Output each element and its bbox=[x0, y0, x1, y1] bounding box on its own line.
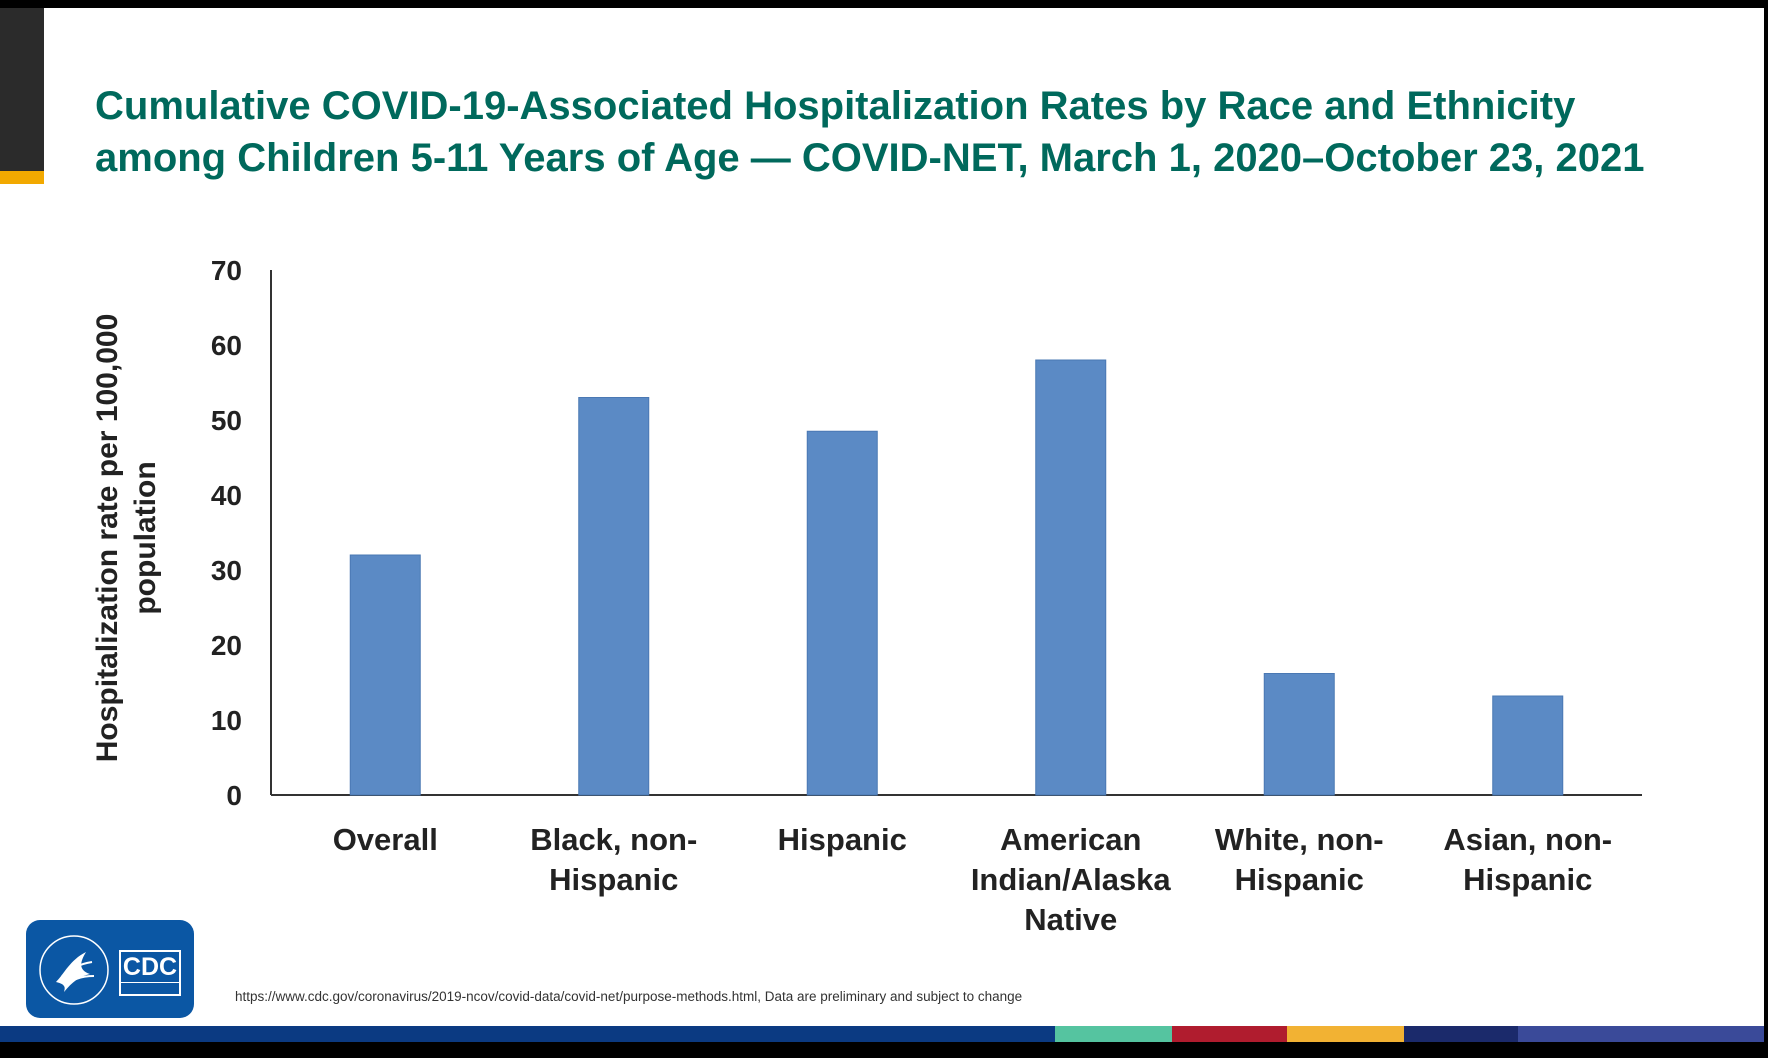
footer-stripe-segment bbox=[1287, 1026, 1404, 1042]
x-tick-label: Hispanic bbox=[1463, 862, 1592, 897]
x-category-label: Asian, non- Hispanic bbox=[1443, 822, 1612, 897]
bar bbox=[349, 554, 421, 796]
y-tick-label: 40 bbox=[211, 480, 242, 511]
x-tick-label: Overall bbox=[333, 822, 438, 857]
y-tick-label: 0 bbox=[226, 780, 242, 811]
y-axis-label-line: Hospitalization rate per 100,000 bbox=[91, 314, 124, 763]
y-tick-label: 60 bbox=[211, 330, 242, 361]
x-tick-label: Hispanic bbox=[778, 822, 907, 857]
x-category-label: Hispanic bbox=[778, 822, 907, 857]
x-tick-label: Black, non- bbox=[530, 822, 697, 857]
footer-stripe-segment bbox=[1518, 1026, 1764, 1042]
hhs-eagle-icon bbox=[39, 935, 109, 1005]
x-category-label: American Indian/Alaska Native bbox=[971, 822, 1172, 937]
chart-title-line-2: among Children 5-11 Years of Age — COVID… bbox=[95, 136, 1645, 180]
left-accent-bar bbox=[0, 171, 44, 184]
chart-title: Cumulative COVID-19-Associated Hospitali… bbox=[95, 80, 1735, 184]
y-tick-label: 30 bbox=[211, 555, 242, 586]
cdc-logo: CDC bbox=[26, 920, 194, 1018]
footer-stripe-segment bbox=[1404, 1026, 1518, 1042]
footer-stripe-segment bbox=[1055, 1026, 1172, 1042]
footer-stripe-segment bbox=[0, 1026, 1055, 1042]
x-tick-label: American bbox=[1000, 822, 1141, 857]
x-tick-label: Asian, non- bbox=[1443, 822, 1612, 857]
chart-title-line-1: Cumulative COVID-19-Associated Hospitali… bbox=[95, 84, 1576, 128]
x-tick-label: White, non- bbox=[1215, 822, 1384, 857]
y-tick-label: 20 bbox=[211, 630, 242, 661]
bar bbox=[578, 397, 650, 796]
bar bbox=[1263, 673, 1335, 796]
cdc-text: CDC bbox=[122, 953, 178, 981]
footer-stripe-segment bbox=[1172, 1026, 1287, 1042]
bar bbox=[1035, 359, 1107, 796]
y-tick-label: 70 bbox=[211, 255, 242, 286]
y-tick-label: 10 bbox=[211, 705, 242, 736]
left-dark-bar bbox=[0, 8, 44, 178]
x-category-label: Overall bbox=[333, 822, 438, 857]
slide: Cumulative COVID-19-Associated Hospitali… bbox=[0, 8, 1764, 1042]
footer-stripe bbox=[0, 1026, 1764, 1042]
y-axis-label-line: population bbox=[129, 461, 162, 614]
x-tick-label: Native bbox=[1024, 902, 1117, 937]
cdc-wordmark: CDC bbox=[119, 950, 181, 996]
x-tick-label: Indian/Alaska bbox=[971, 862, 1172, 897]
bar-chart: 0 10 20 30 40 50 60 70 Hospitalization rate per … bbox=[91, 255, 1642, 937]
x-tick-label: Hispanic bbox=[549, 862, 678, 897]
x-category-label: White, non- Hispanic bbox=[1215, 822, 1384, 897]
bar bbox=[1492, 695, 1564, 796]
x-category-label: Black, non- Hispanic bbox=[530, 822, 697, 897]
source-note: https://www.cdc.gov/coronavirus/2019-nco… bbox=[235, 989, 1023, 1004]
y-axis-label: Hospitalization rate per 100,000 populati… bbox=[91, 314, 162, 763]
x-tick-label: Hispanic bbox=[1235, 862, 1364, 897]
y-tick-label: 50 bbox=[211, 405, 242, 436]
bar bbox=[806, 430, 878, 796]
